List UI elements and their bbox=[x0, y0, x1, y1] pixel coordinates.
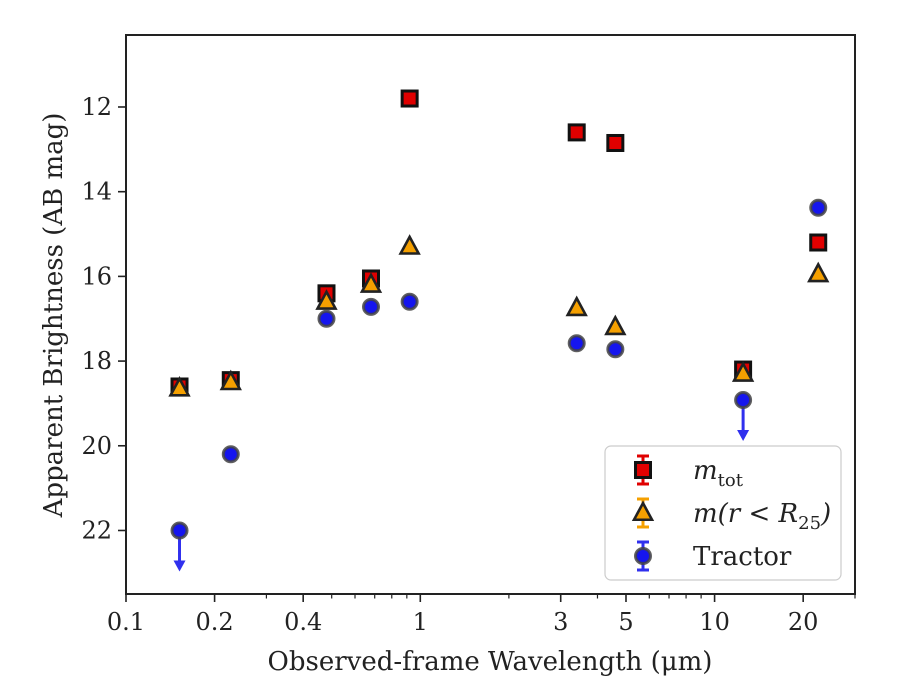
legend-marker-mtot bbox=[634, 461, 652, 479]
mr25-point bbox=[219, 369, 242, 391]
x-tick-label: 0.1 bbox=[107, 608, 145, 636]
x-tick-label: 3 bbox=[553, 608, 568, 636]
y-tick-label: 12 bbox=[81, 93, 112, 121]
tractor-point bbox=[362, 297, 381, 316]
y-tick-label: 16 bbox=[81, 262, 112, 290]
mr25-point bbox=[315, 289, 338, 310]
x-axis-title: Observed-frame Wavelength (μm) bbox=[268, 647, 713, 677]
x-tick-label: 0.2 bbox=[196, 608, 234, 636]
tractor-point bbox=[734, 391, 753, 410]
mtot-point bbox=[567, 123, 586, 142]
y-tick-label: 22 bbox=[81, 516, 112, 544]
mtot-point bbox=[400, 89, 419, 108]
mr25-point bbox=[731, 361, 755, 382]
y-axis-title: Apparent Brightness (AB mag) bbox=[39, 113, 69, 519]
mr25-point bbox=[398, 234, 421, 255]
tractor-point bbox=[809, 198, 828, 217]
y-tick-label: 18 bbox=[81, 347, 112, 375]
series-tractor bbox=[170, 198, 828, 572]
tractor-point bbox=[567, 334, 586, 353]
x-tick-label: 20 bbox=[788, 608, 819, 636]
mr25-point bbox=[359, 272, 383, 293]
data-marks bbox=[168, 89, 830, 572]
x-tick-label: 1 bbox=[413, 608, 428, 636]
legend-label-mtot: mtot bbox=[693, 456, 744, 491]
mr25-point bbox=[604, 314, 627, 336]
legend: mtot m(r < R25) Tractor bbox=[604, 445, 842, 581]
mr25-point bbox=[565, 295, 588, 317]
y-tick-label: 20 bbox=[81, 432, 112, 460]
upper-limit-arrow-head bbox=[173, 560, 186, 572]
mr25-point bbox=[168, 375, 191, 397]
legend-label-tractor: Tractor bbox=[693, 542, 792, 572]
mtot-point bbox=[606, 133, 625, 152]
tractor-point bbox=[221, 445, 240, 464]
x-tick-label: 10 bbox=[699, 608, 730, 636]
x-tick-label: 5 bbox=[618, 608, 633, 636]
legend-marker-tractor bbox=[634, 547, 652, 565]
legend-marker-mr25 bbox=[631, 500, 655, 522]
x-tick-label: 0.4 bbox=[284, 608, 322, 636]
y-tick-label: 14 bbox=[81, 178, 112, 206]
tractor-point bbox=[400, 292, 419, 311]
tractor-point bbox=[170, 521, 189, 540]
legend-box bbox=[604, 445, 842, 581]
tractor-point bbox=[606, 340, 625, 359]
mtot-point bbox=[809, 233, 828, 252]
mr25-point bbox=[807, 261, 830, 283]
legend-label-mr25: m(r < R25) bbox=[693, 499, 831, 534]
upper-limit-arrow-head bbox=[737, 430, 750, 442]
tractor-point bbox=[317, 309, 336, 328]
axis-ticks: 0.1 0.2 0.4 1 3 5 10 20 12 14 16 18 20 22 bbox=[81, 93, 856, 636]
series-mr25 bbox=[168, 234, 830, 397]
plot-frame bbox=[125, 34, 856, 595]
